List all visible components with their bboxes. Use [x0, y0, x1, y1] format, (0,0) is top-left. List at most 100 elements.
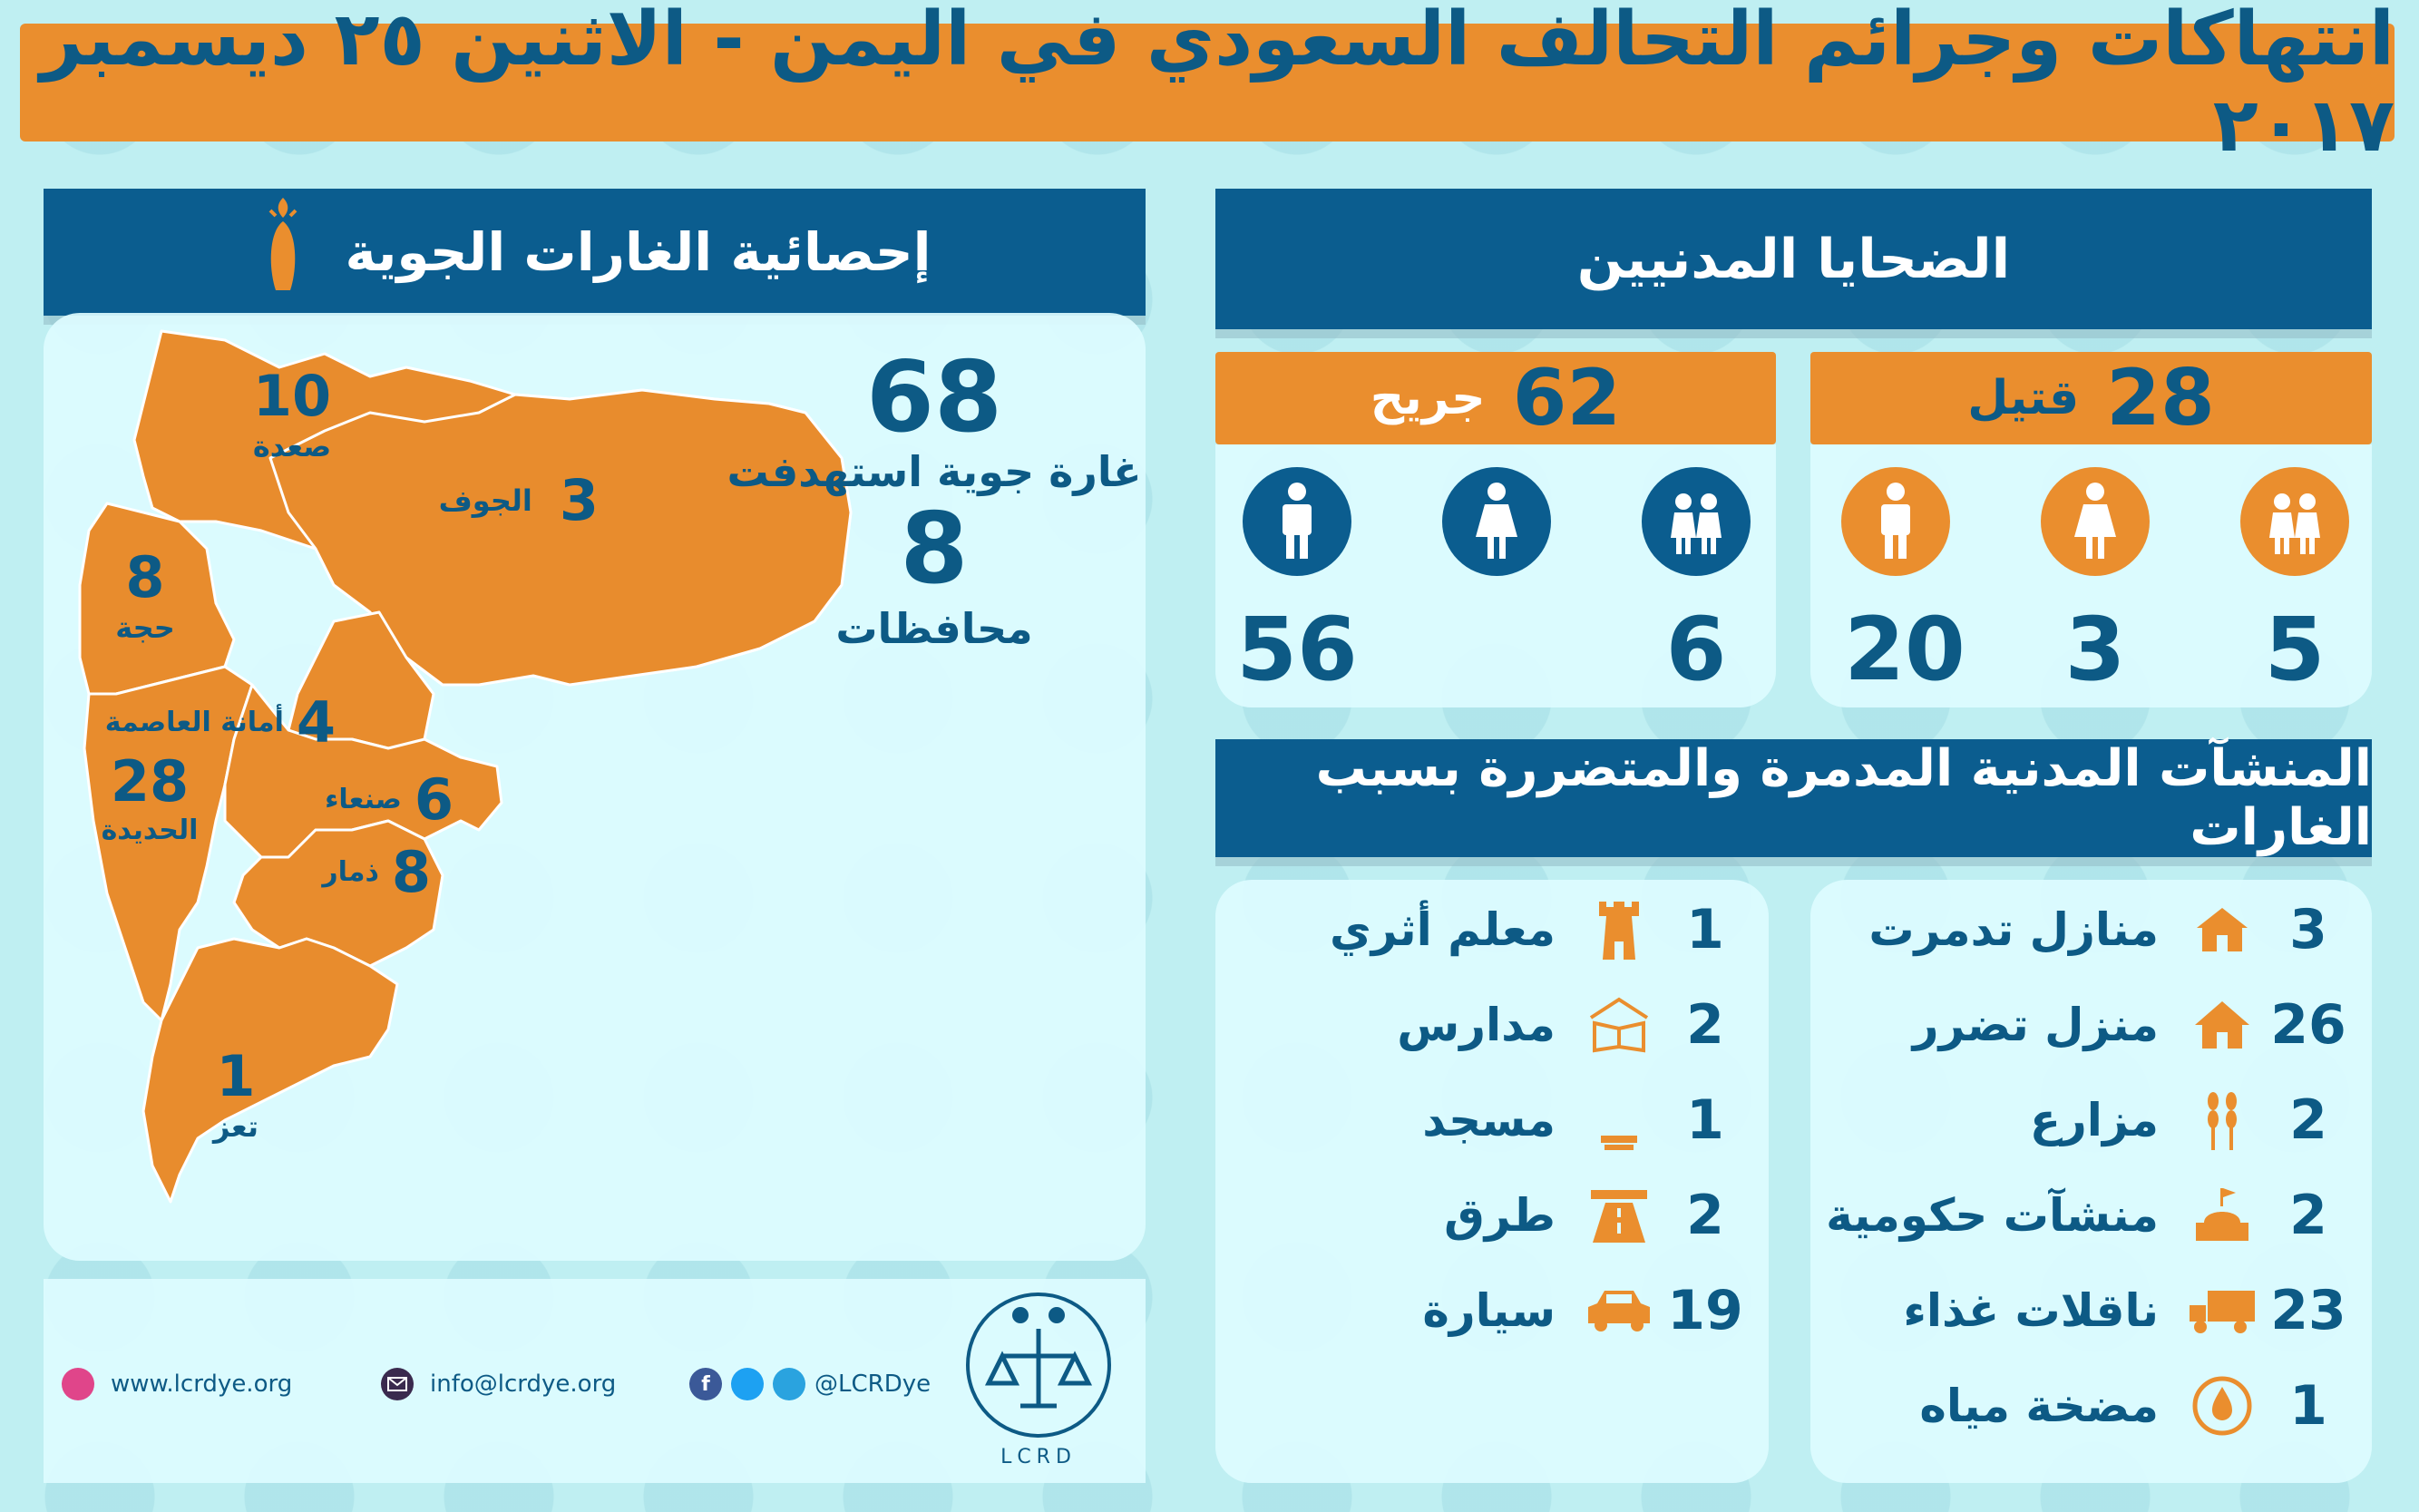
map-name-hajjah: حجة: [115, 610, 175, 645]
map-label-taiz: 1 تعز: [190, 1043, 281, 1144]
facilities-right-panel: [1810, 880, 2372, 1483]
civilians-header-label: الضحايا المدنيين: [1576, 227, 2011, 291]
facility-label: مضخة مياه: [1919, 1380, 2159, 1432]
facility-row: 1 معلم أثري: [1229, 898, 1755, 961]
facility-row: 1 مضخة مياه: [1823, 1374, 2358, 1438]
airstrikes-header: إحصائية الغارات الجوية: [44, 189, 1146, 316]
logo-text: LCRD: [1000, 1446, 1077, 1468]
facility-count: 1: [1686, 1088, 1724, 1152]
facility-label: ناقلات غذاء: [1903, 1284, 2159, 1337]
injured-men-count: 56: [1236, 599, 1358, 700]
killed-label: قتيل: [1967, 371, 2080, 425]
facility-count: 3: [2289, 898, 2327, 961]
map-count-hajjah: 8: [125, 544, 165, 610]
map-name-hodeidah: الحديدة: [101, 815, 199, 846]
house-destroyed-icon: [2186, 898, 2258, 961]
facility-row: 1 مسجد: [1229, 1088, 1755, 1152]
killed-men-count: 20: [1844, 599, 1965, 700]
killed-children-count: 5: [2264, 599, 2326, 700]
facility-label: منزل تضرر: [1912, 999, 2159, 1051]
wheat-icon: [2186, 1088, 2258, 1152]
injured-man-icon: [1243, 467, 1351, 576]
map-name-capital: أمانة العاصمة: [104, 707, 284, 738]
facility-row: 2 مدارس: [1229, 993, 1755, 1057]
map-label-hodeidah: 28 الحديدة: [86, 748, 213, 846]
facility-row: 2 منشآت حكومية: [1823, 1184, 2358, 1247]
facility-count: 1: [1686, 898, 1724, 961]
page-title: انتهاكات وجرائم التحالف السعودي في اليمن…: [40, 0, 2395, 169]
facility-count: 2: [2289, 1184, 2327, 1247]
map-name-dhamar: ذمار: [322, 856, 379, 888]
map-count-dhamar: 8: [391, 839, 431, 905]
facility-count: 2: [1686, 1184, 1724, 1247]
mosque-icon: [1583, 1088, 1655, 1152]
facilities-header-label: المنشآت المدنية المدمرة والمتضررة بسبب ا…: [1315, 739, 2372, 857]
footer-email[interactable]: info@lcrdye.org: [381, 1368, 616, 1400]
map-count-sanaa: 6: [414, 766, 454, 833]
footer-panel: [44, 1279, 1146, 1483]
airstrikes-totals: 68 غارة جوية استهدفت 8 محافظات: [726, 349, 1143, 653]
killed-woman-icon: [2041, 467, 2150, 576]
facility-count: 2: [2289, 1088, 2327, 1152]
map-label-hajjah: 8 حجة: [100, 544, 190, 645]
facility-label: سيارة: [1422, 1284, 1556, 1337]
dribbble-icon: [62, 1368, 94, 1400]
road-icon: [1583, 1184, 1655, 1247]
map-name-sanaa: صنعاء: [325, 784, 402, 815]
facilities-header: المنشآت المدنية المدمرة والمتضررة بسبب ا…: [1215, 739, 2372, 857]
killed-man-icon: [1841, 467, 1950, 576]
injured-label: جريح: [1370, 371, 1486, 425]
telegram-icon: [773, 1368, 805, 1400]
airstrikes-total-label: غارة جوية استهدفت: [727, 447, 1142, 496]
facility-row: 19 سيارة: [1229, 1279, 1755, 1342]
injured-child-icon: [1642, 467, 1751, 576]
footer-social[interactable]: f @LCRDye: [689, 1368, 931, 1400]
injured-children-count: 6: [1665, 599, 1727, 700]
facility-count: 2: [1686, 993, 1724, 1057]
map-count-saada: 10: [252, 363, 332, 429]
social-handle: @LCRDye: [814, 1371, 932, 1398]
facebook-icon: f: [689, 1368, 722, 1400]
injured-count: 62: [1512, 353, 1622, 444]
map-name-taiz: تعز: [213, 1109, 258, 1144]
water-pump-icon: [2186, 1374, 2258, 1438]
website-text: www.lcrdye.org: [111, 1371, 293, 1398]
missile-icon: [258, 196, 308, 308]
facility-label: مسجد: [1422, 1094, 1556, 1146]
killed-count: 28: [2106, 353, 2215, 444]
twitter-icon: [731, 1368, 764, 1400]
facility-count: 26: [2270, 993, 2346, 1057]
mail-icon: [381, 1368, 414, 1400]
facility-count: 23: [2270, 1279, 2346, 1342]
injured-bar: 62 جريح: [1215, 352, 1776, 444]
government-building-icon: [2186, 1184, 2258, 1247]
title-bar: انتهاكات وجرائم التحالف السعودي في اليمن…: [20, 0, 2395, 169]
killed-bar: 28 قتيل: [1810, 352, 2372, 444]
truck-icon: [2186, 1279, 2258, 1342]
civilians-header: الضحايا المدنيين: [1215, 189, 2372, 329]
map-label-saada: 10 صعدة: [238, 363, 346, 463]
map-name-jawf: الجوف: [438, 483, 532, 518]
car-icon: [1583, 1279, 1655, 1342]
governorates-count: 8: [900, 493, 969, 606]
book-icon: [1583, 993, 1655, 1057]
map-count-capital: 4: [296, 689, 336, 756]
map-label-dhamar: 8 ذمار: [268, 839, 431, 905]
facility-row: 3 منازل تدمرت: [1823, 898, 2358, 961]
facility-label: مزارع: [2029, 1094, 2159, 1146]
map-count-hodeidah: 28: [110, 748, 190, 815]
facility-row: 2 طرق: [1229, 1184, 1755, 1247]
facility-label: طرق: [1444, 1189, 1556, 1242]
email-text: info@lcrdye.org: [430, 1371, 617, 1398]
facility-label: منشآت حكومية: [1826, 1189, 2159, 1242]
house-icon: [2186, 993, 2258, 1057]
footer-website[interactable]: www.lcrdye.org: [62, 1368, 292, 1400]
facility-label: مدارس: [1397, 999, 1556, 1051]
facility-label: منازل تدمرت: [1868, 903, 2159, 956]
map-count-taiz: 1: [216, 1043, 256, 1109]
lcrd-logo: LCRD: [957, 1288, 1120, 1478]
map-label-sanaa: 6 صنعاء: [290, 766, 454, 833]
killed-women-count: 3: [2064, 599, 2126, 700]
map-label-jawf: 3 الجوف: [399, 467, 599, 533]
airstrikes-header-label: إحصائية الغارات الجوية: [345, 221, 932, 283]
